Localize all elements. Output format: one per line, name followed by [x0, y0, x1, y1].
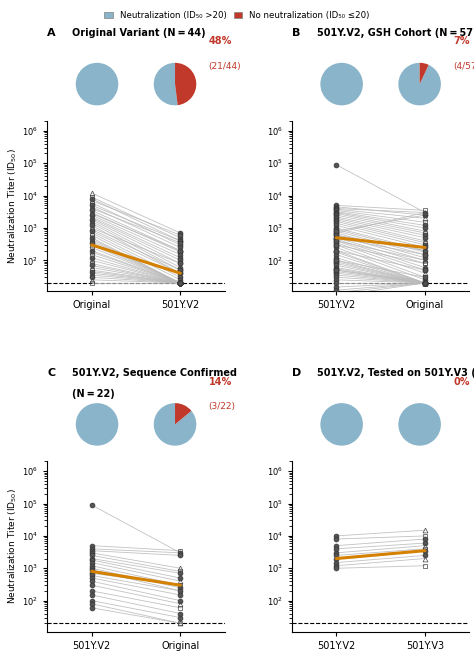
- Y-axis label: Neutralization Titer (ID$_{50}$): Neutralization Titer (ID$_{50}$): [7, 148, 19, 264]
- Text: 501Y.V2, GSH Cohort (N = 57): 501Y.V2, GSH Cohort (N = 57): [317, 28, 474, 38]
- Text: (3/22): (3/22): [209, 402, 236, 411]
- Text: 501Y.V2, Sequence Confirmed: 501Y.V2, Sequence Confirmed: [72, 368, 237, 378]
- Text: (4/57): (4/57): [453, 62, 474, 71]
- Legend: Neutralization (ID₅₀ >20), No neutralization (ID₅₀ ≤20): Neutralization (ID₅₀ >20), No neutraliza…: [101, 8, 373, 24]
- Text: 14%: 14%: [209, 377, 232, 387]
- Text: D: D: [292, 368, 301, 378]
- Text: C: C: [47, 368, 55, 378]
- Text: A: A: [47, 28, 56, 38]
- Text: 501Y.V2, Tested on 501Y.V3 (N = 10): 501Y.V2, Tested on 501Y.V3 (N = 10): [317, 368, 474, 378]
- Text: 0%: 0%: [453, 377, 470, 387]
- Text: (N = 22): (N = 22): [72, 389, 115, 399]
- Text: Original Variant (N = 44): Original Variant (N = 44): [72, 28, 206, 38]
- Text: B: B: [292, 28, 301, 38]
- Text: 48%: 48%: [209, 36, 232, 47]
- Text: 7%: 7%: [453, 36, 470, 47]
- Text: (21/44): (21/44): [209, 62, 241, 71]
- Y-axis label: Neutralization Titer (ID$_{50}$): Neutralization Titer (ID$_{50}$): [7, 489, 19, 605]
